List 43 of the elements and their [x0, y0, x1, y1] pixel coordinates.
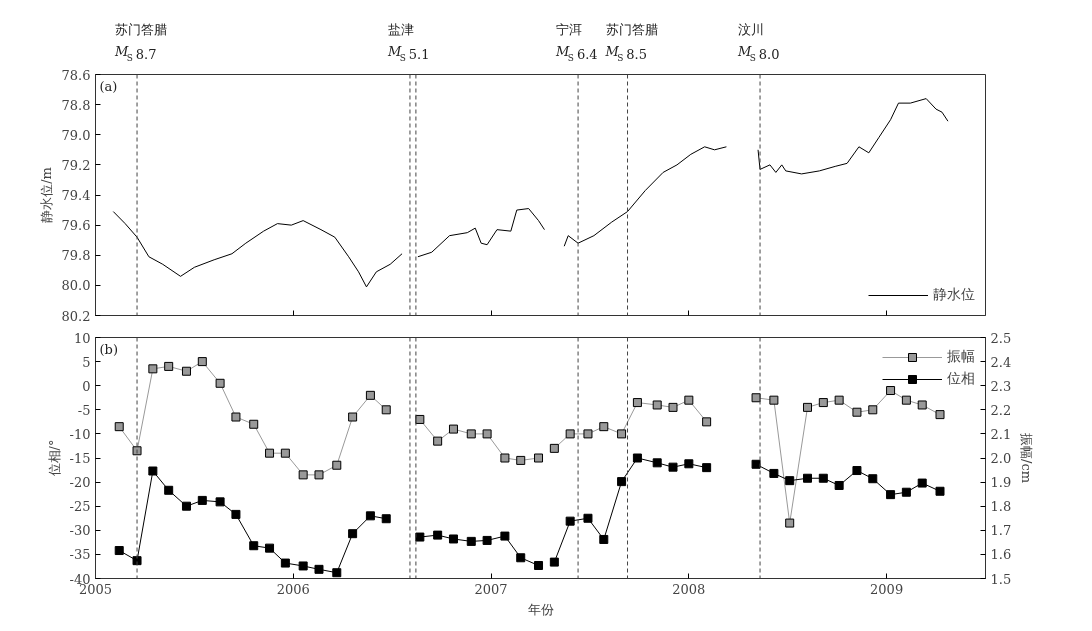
- annotation: (b): [99, 341, 118, 357]
- y-tick-label: 79.6: [61, 218, 91, 234]
- y-tick-label: 79.8: [61, 248, 91, 264]
- y2-tick-label: 1.7: [990, 523, 1012, 539]
- y2-tick-label: 2.2: [990, 402, 1012, 418]
- y-tick-label: 0: [82, 378, 91, 394]
- y-tick-label: 10: [73, 330, 91, 346]
- y-tick-label: 80.0: [61, 278, 91, 294]
- legend-label: 位相: [947, 370, 975, 388]
- y2-tick-label: 1.8: [990, 499, 1012, 515]
- y-tick-label: 78.8: [61, 97, 91, 113]
- y-tick-label: 79.4: [61, 188, 91, 203]
- y2-tick-label: 1.6: [990, 547, 1012, 563]
- x-tick-label: 2009: [870, 581, 904, 597]
- y2-axis-title: 振幅/cm: [1019, 433, 1035, 484]
- y-tick-label: 79.2: [61, 157, 91, 173]
- legend-label: 振幅: [947, 348, 975, 366]
- y-tick-label: -35: [69, 547, 91, 563]
- y2-tick-label: 1.5: [990, 571, 1012, 587]
- x-axis-title: 年份: [527, 601, 554, 617]
- y-tick-label: 78.6: [61, 67, 91, 83]
- y-tick-label: 80.2: [61, 308, 91, 324]
- y2-tick-label: 2.0: [990, 451, 1012, 466]
- y-tick-label: 79.0: [61, 127, 91, 143]
- y-tick-label: -5: [77, 402, 91, 418]
- y2-tick-label: 2.1: [990, 426, 1012, 442]
- legend-label: 静水位: [933, 286, 975, 304]
- y-axis-title: 静水位/m: [38, 167, 54, 223]
- y-axis-title: 位相/°: [46, 439, 62, 477]
- y-tick-label: -10: [69, 426, 91, 442]
- y-tick-label: 5: [82, 354, 91, 370]
- x-tick-label: 2007: [474, 581, 508, 597]
- y2-tick-label: 2.4: [990, 354, 1012, 370]
- y2-tick-label: 1.9: [990, 475, 1012, 491]
- y-tick-label: -20: [69, 475, 91, 491]
- annotation: (a): [99, 78, 118, 94]
- x-tick-label: 2008: [672, 581, 706, 597]
- y-tick-label: -15: [69, 451, 91, 466]
- y-tick-label: -30: [69, 523, 91, 539]
- y2-tick-label: 2.5: [990, 330, 1012, 346]
- y-tick-label: -25: [69, 499, 91, 515]
- y2-tick-label: 2.3: [990, 378, 1012, 394]
- x-tick-label: 2006: [276, 581, 310, 597]
